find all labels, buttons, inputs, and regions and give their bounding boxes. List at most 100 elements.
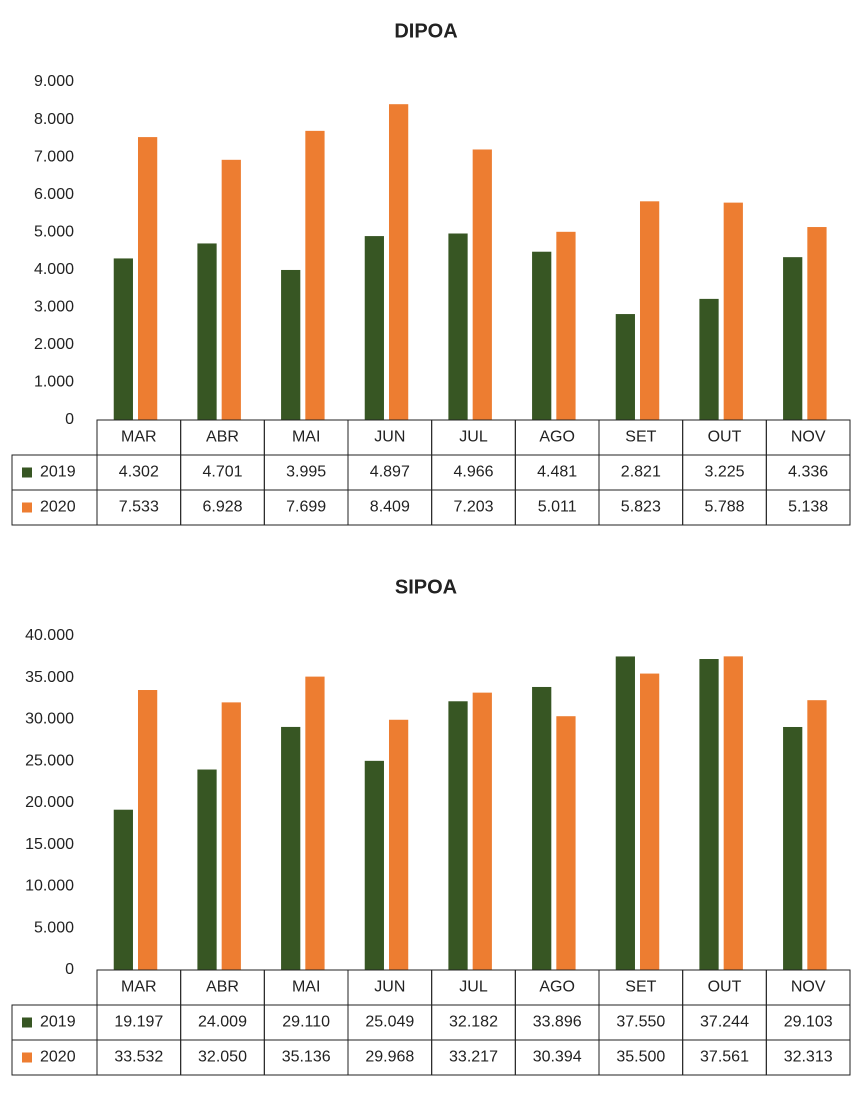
bar [197,769,217,970]
data-label: 29.103 [784,1014,833,1031]
y-tick-label: 4.000 [34,261,74,278]
y-tick-label: 5.000 [34,919,74,936]
data-label: 7.203 [453,499,493,516]
bar [472,692,492,970]
data-label: 6.928 [202,499,242,516]
data-label: 37.244 [700,1014,749,1031]
x-tick-label: JUN [374,979,405,996]
x-tick-label: AGO [539,979,575,996]
bar [281,269,301,420]
legend-label: 2020 [40,1049,76,1066]
x-tick-label: JUL [459,979,488,996]
x-tick-label: ABR [206,979,239,996]
legend-label: 2019 [40,1014,76,1031]
x-tick-label: NOV [791,979,826,996]
bar [699,298,719,420]
data-label: 35.500 [616,1049,665,1066]
bar [532,251,552,420]
data-label: 37.561 [700,1049,749,1066]
bar [305,676,325,970]
bar [113,809,133,970]
data-label: 37.550 [616,1014,665,1031]
bar [221,702,241,970]
y-tick-label: 35.000 [25,669,74,686]
data-label: 33.896 [533,1014,582,1031]
data-label: 5.138 [788,499,828,516]
bar [364,236,384,420]
y-tick-label: 0 [65,961,74,978]
x-tick-label: OUT [708,979,742,996]
y-tick-label: 9.000 [34,73,74,90]
bar [615,656,635,970]
x-tick-label: MAR [121,429,157,446]
y-tick-label: 15.000 [25,836,74,853]
bar [364,760,384,970]
x-tick-label: SET [625,429,656,446]
legend-swatch [22,502,32,513]
legend-swatch [22,467,32,478]
bar [137,690,158,970]
data-label: 3.225 [704,464,744,481]
x-tick-label: SET [625,979,656,996]
data-label: 7.533 [119,499,159,516]
y-tick-label: 2.000 [34,336,74,353]
table-cell [765,1039,851,1076]
data-label: 5.823 [621,499,661,516]
x-tick-label: JUN [374,429,405,446]
data-label: 4.966 [453,464,493,481]
data-label: 4.701 [202,464,242,481]
bar [639,673,660,970]
bar [783,257,803,420]
bar [639,201,660,420]
chart-title: SIPOA [395,576,457,598]
bar [723,656,743,970]
bar [448,701,468,970]
data-label: 33.532 [114,1049,163,1066]
y-tick-label: 40.000 [25,627,74,644]
data-label: 4.336 [788,464,828,481]
bar [783,726,803,970]
bar [197,243,217,420]
data-label: 2.821 [621,464,661,481]
y-tick-label: 20.000 [25,794,74,811]
bar [137,137,158,420]
data-label: 24.009 [198,1014,247,1031]
bar [305,130,325,420]
bar [532,686,552,970]
bar [388,719,409,970]
data-label: 33.217 [449,1049,498,1066]
data-label: 19.197 [114,1014,163,1031]
data-label: 32.313 [784,1049,833,1066]
bar [807,227,827,420]
chart-title: DIPOA [394,20,457,42]
data-label: 29.110 [282,1014,330,1031]
x-tick-label: OUT [708,429,742,446]
y-tick-label: 0 [65,411,74,428]
bar [723,202,743,420]
bar [388,104,409,420]
x-tick-label: MAI [292,429,320,446]
x-tick-label: MAI [292,979,320,996]
data-label: 35.136 [282,1049,331,1066]
y-tick-label: 7.000 [34,148,74,165]
data-label: 5.788 [704,499,744,516]
bar [448,233,468,420]
x-tick-label: JUL [459,429,488,446]
data-label: 29.968 [365,1049,414,1066]
bar [472,149,492,420]
bar [113,258,133,420]
data-label: 4.897 [370,464,410,481]
legend-swatch [22,1052,32,1063]
y-tick-label: 10.000 [25,878,74,895]
bar [699,659,719,970]
bar [807,700,827,970]
y-tick-label: 5.000 [34,223,74,240]
bar [556,716,576,970]
data-label: 30.394 [533,1049,582,1066]
data-label: 32.050 [198,1049,247,1066]
bar [556,231,576,420]
data-label: 4.302 [119,464,159,481]
data-label: 25.049 [365,1014,414,1031]
